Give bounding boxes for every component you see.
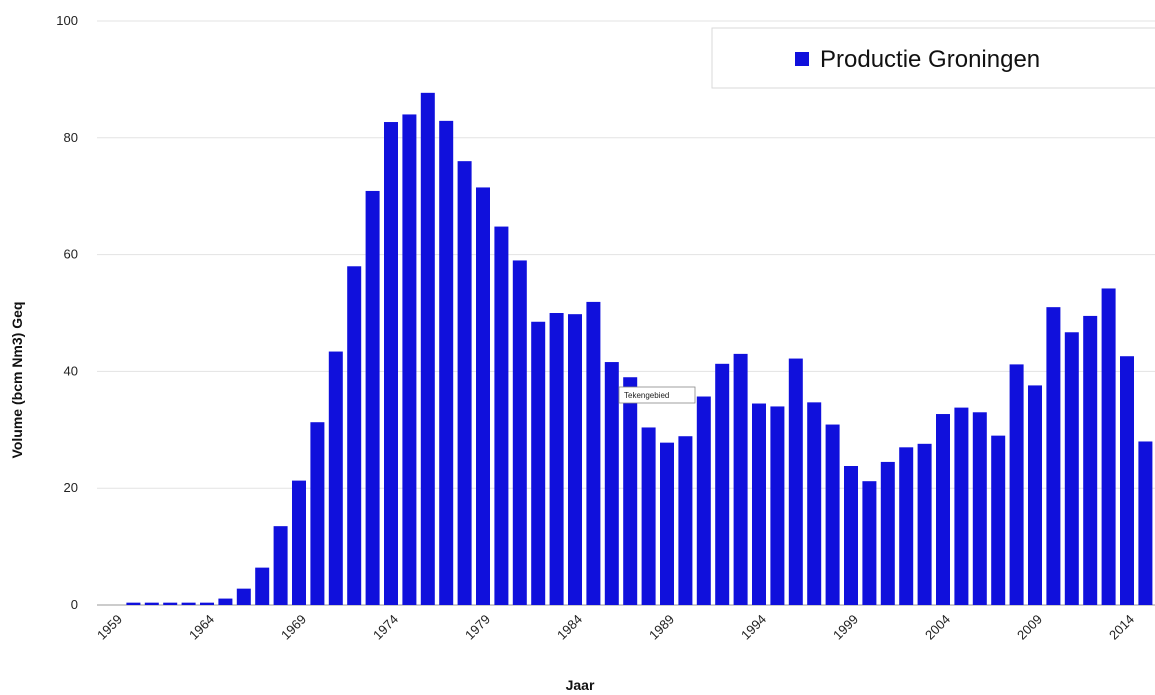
bar — [457, 161, 472, 605]
bar — [936, 414, 950, 605]
bar — [568, 314, 582, 605]
bar — [273, 526, 288, 605]
bar — [1120, 356, 1134, 605]
bar — [292, 480, 306, 605]
bar — [347, 266, 362, 605]
bar — [1064, 332, 1079, 605]
bar — [126, 602, 141, 605]
y-axis-title: Volume (bcm Nm3) Geq — [9, 302, 25, 459]
bar — [1028, 385, 1042, 605]
x-tick-label: 1989 — [646, 612, 677, 643]
bar — [862, 481, 877, 605]
bar — [1083, 315, 1098, 605]
x-tick-label: 1969 — [278, 612, 309, 643]
bar — [972, 412, 987, 605]
y-tick-label: 60 — [64, 247, 78, 262]
x-tick-label: 2004 — [922, 612, 953, 643]
bar — [807, 402, 822, 605]
bar — [623, 377, 638, 605]
bar — [991, 435, 1006, 605]
x-tick-label: 2014 — [1106, 612, 1137, 643]
bar — [310, 422, 325, 605]
y-tick-label: 80 — [64, 130, 78, 145]
bar — [954, 407, 969, 605]
x-tick-label: 1959 — [94, 612, 125, 643]
legend-box — [711, 27, 1155, 89]
x-tick-label: 1964 — [186, 612, 217, 643]
tooltip-label: Tekengebied — [624, 391, 669, 400]
bar — [512, 260, 527, 605]
bar — [641, 427, 656, 605]
y-tick-label: 100 — [56, 13, 78, 28]
bar — [476, 187, 490, 605]
bar — [531, 321, 546, 605]
bar — [715, 363, 730, 605]
legend-label: Productie Groningen — [820, 46, 1040, 73]
tooltip-annotation: Tekengebied — [618, 386, 696, 404]
bar — [1046, 307, 1061, 605]
bar — [696, 396, 711, 605]
bar — [917, 443, 932, 605]
bar — [439, 120, 454, 605]
bar-series — [126, 92, 1153, 606]
bar — [825, 424, 840, 605]
legend: Productie Groningen — [711, 27, 1155, 89]
bar — [880, 461, 895, 605]
bar — [660, 442, 674, 605]
bar — [365, 190, 380, 605]
x-tick-label: 1984 — [554, 612, 585, 643]
bar — [255, 567, 270, 605]
bar — [586, 301, 601, 605]
bar — [899, 447, 914, 605]
x-tick-label: 1974 — [370, 612, 401, 643]
x-tick-label: 1999 — [830, 612, 861, 643]
bar — [181, 602, 196, 605]
legend-swatch — [795, 52, 809, 66]
tooltip-box — [618, 386, 696, 404]
bar — [1101, 288, 1116, 605]
bar — [163, 602, 178, 605]
x-axis-ticks: 1959 1964 1969 1974 1979 1984 1989 1994 1999 2004… — [94, 612, 1137, 643]
bar — [678, 436, 693, 605]
bar — [1009, 364, 1024, 605]
bar — [200, 602, 214, 605]
bar — [218, 598, 233, 605]
y-tick-label: 20 — [64, 480, 78, 495]
x-tick-label: 1994 — [738, 612, 769, 643]
bar — [420, 92, 435, 605]
y-tick-label: 40 — [64, 363, 78, 378]
bar — [402, 114, 417, 605]
bar — [494, 226, 509, 605]
bar — [144, 602, 159, 605]
bar — [844, 466, 858, 605]
bar — [752, 403, 766, 605]
bar — [549, 313, 564, 605]
x-axis-title: Jaar — [566, 677, 595, 693]
x-tick-label: 1979 — [462, 612, 493, 643]
x-tick-label: 2009 — [1014, 612, 1045, 643]
bar — [328, 351, 343, 605]
bar — [384, 122, 398, 606]
bar — [604, 362, 619, 605]
bar — [236, 588, 251, 605]
bar — [788, 358, 803, 605]
y-axis-ticks: 0 20 40 60 80 100 — [56, 13, 78, 612]
y-tick-label: 0 — [71, 597, 78, 612]
bar — [1138, 441, 1153, 605]
bar — [733, 353, 748, 605]
bar — [770, 406, 785, 605]
